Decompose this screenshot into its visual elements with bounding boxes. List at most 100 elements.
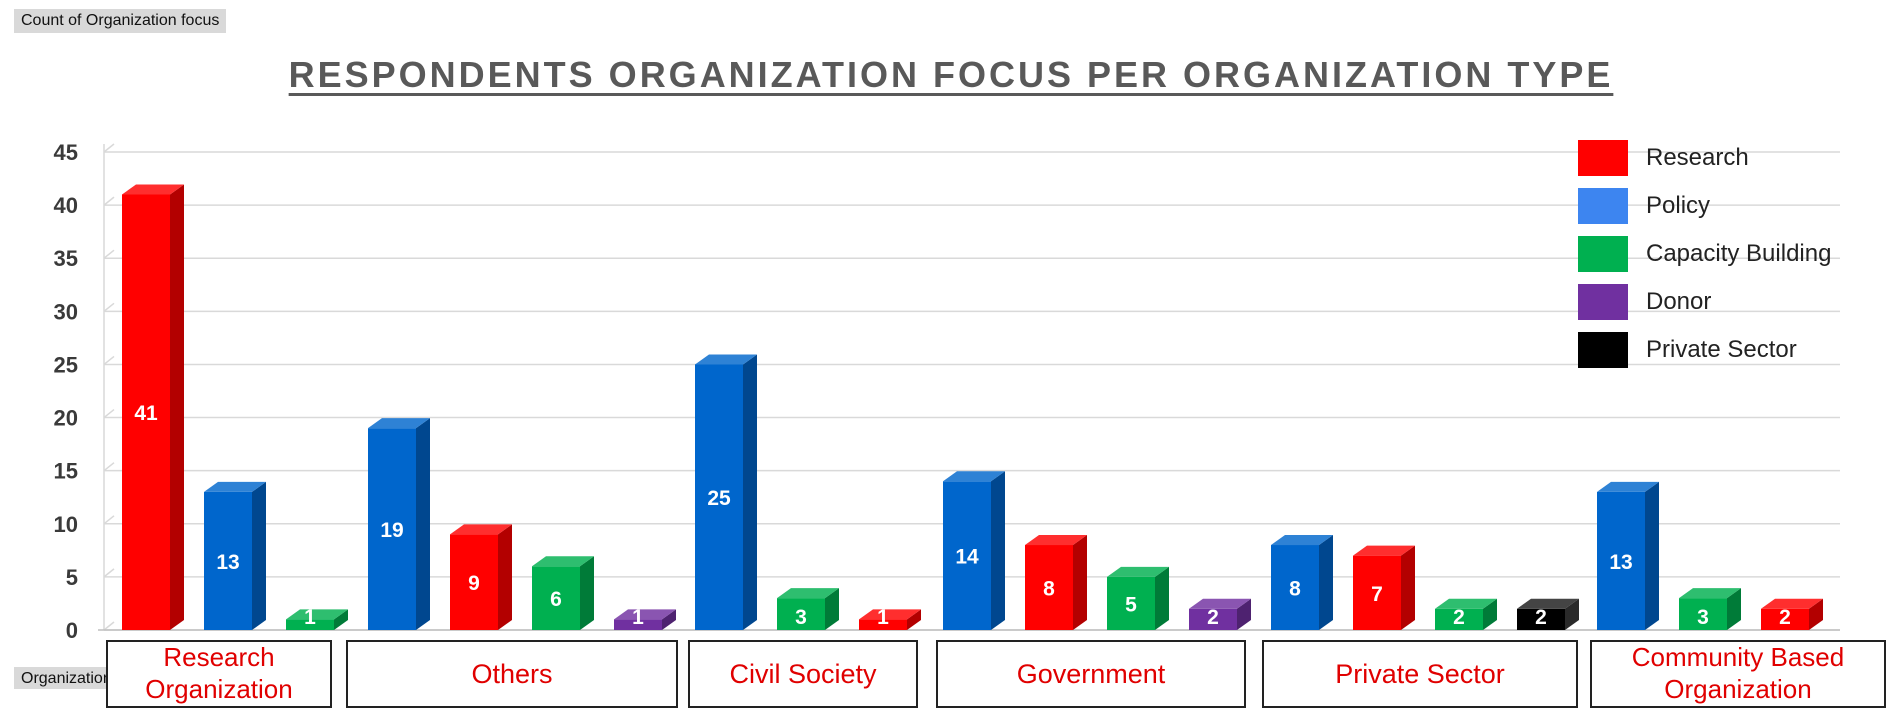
- data-label: 1: [632, 606, 644, 629]
- gridline-depth: [103, 462, 115, 472]
- bar-top: [1189, 598, 1251, 609]
- bar-top: [1597, 481, 1659, 492]
- y-tick-label: 15: [54, 459, 78, 484]
- legend-item: Private Sector: [1578, 326, 1831, 374]
- bar-side: [991, 471, 1005, 630]
- bar-front: [777, 598, 825, 630]
- legend-swatch: [1578, 140, 1628, 176]
- bar-side: [170, 184, 184, 630]
- gridline-depth: [103, 249, 115, 259]
- bar-side: [416, 418, 430, 630]
- bar-side: [1319, 535, 1333, 630]
- data-label: 25: [707, 487, 731, 510]
- data-label: 2: [1535, 606, 1547, 629]
- bar-side: [1565, 598, 1579, 630]
- category-label: Government: [936, 640, 1246, 708]
- bar-side: [1401, 545, 1415, 630]
- gridline-depth: [103, 355, 115, 366]
- bar-top: [614, 609, 676, 620]
- bar-top: [943, 471, 1005, 482]
- bar-top: [777, 588, 839, 599]
- bar-front: [286, 619, 334, 630]
- bar-side: [1645, 481, 1659, 630]
- bar-top: [368, 418, 430, 429]
- bar-side: [662, 609, 676, 630]
- bar-top: [1025, 535, 1087, 546]
- bar-top: [859, 609, 921, 620]
- data-label: 1: [304, 606, 316, 629]
- bar-group: 13 3 2: [1597, 481, 1823, 630]
- bar-front: [1435, 608, 1483, 630]
- bar-front: [859, 619, 907, 630]
- bar-top: [532, 556, 594, 567]
- legend-label: Private Sector: [1646, 336, 1797, 363]
- legend-swatch: [1578, 236, 1628, 272]
- data-label: 14: [955, 546, 979, 569]
- category-label: Community Based Organization: [1590, 640, 1886, 708]
- bar-top: [204, 481, 266, 492]
- bar-front: [1761, 608, 1809, 630]
- bar-front: [122, 194, 170, 630]
- gridline-depth: [103, 196, 115, 206]
- bar-group: 41 13 1: [122, 184, 348, 630]
- bar-group: 8 7 2 2: [1271, 535, 1579, 630]
- y-tick-label: 30: [54, 299, 78, 324]
- bar-group: 25 3 1: [695, 354, 921, 630]
- bar-top: [286, 609, 348, 620]
- data-label: 3: [795, 606, 807, 629]
- pivot-value-field-button[interactable]: Count of Organization focus: [14, 9, 227, 33]
- bar-front: [1597, 491, 1645, 630]
- bar-side: [334, 609, 348, 630]
- chart-legend: Research Policy Capacity Building Donor Priv…: [1578, 134, 1831, 374]
- legend-label: Policy: [1646, 192, 1711, 219]
- data-label: 8: [1289, 578, 1301, 601]
- y-tick-label: 0: [66, 618, 78, 643]
- data-label: 5: [1125, 593, 1137, 616]
- gridline-depth: [103, 621, 115, 631]
- bar-front: [1353, 555, 1401, 630]
- bar-group: 19 9 6 1: [368, 418, 676, 630]
- bar-front: [204, 491, 252, 630]
- bar-top: [1761, 598, 1823, 609]
- gridline-depth: [103, 408, 115, 419]
- data-label: 13: [1609, 551, 1632, 574]
- bar-top: [695, 354, 757, 365]
- bar-side: [1237, 598, 1251, 630]
- bar-side: [1483, 598, 1497, 630]
- bar-top: [1353, 545, 1415, 556]
- legend-item: Capacity Building: [1578, 230, 1831, 278]
- legend-label: Donor: [1646, 288, 1712, 315]
- bar-front: [695, 364, 743, 630]
- bar-side: [252, 481, 266, 630]
- bar-side: [498, 524, 512, 630]
- bar-top: [1107, 566, 1169, 577]
- bar-front: [614, 619, 662, 630]
- bar-front: [1517, 608, 1565, 630]
- bar-front: [1107, 576, 1155, 630]
- y-tick-label: 5: [66, 565, 78, 590]
- legend-swatch: [1578, 188, 1628, 224]
- data-label: 6: [550, 588, 562, 611]
- bar-front: [1679, 598, 1727, 630]
- data-label: 8: [1043, 578, 1055, 601]
- y-tick-label: 20: [54, 406, 78, 431]
- legend-item: Research: [1578, 134, 1831, 182]
- data-label: 19: [380, 519, 403, 542]
- bar-top: [1271, 535, 1333, 546]
- legend-item: Donor: [1578, 278, 1831, 326]
- legend-item: Policy: [1578, 182, 1831, 230]
- bar-side: [580, 556, 594, 630]
- category-label: Private Sector: [1262, 640, 1578, 708]
- data-label: 1: [877, 606, 889, 629]
- data-label: 2: [1453, 606, 1465, 629]
- bar-top: [122, 184, 184, 195]
- category-label: Others: [346, 640, 678, 708]
- bar-side: [825, 588, 839, 630]
- bar-side: [907, 609, 921, 630]
- data-label: 9: [468, 572, 480, 595]
- bar-side: [1155, 566, 1169, 630]
- bar-front: [1025, 545, 1073, 630]
- gridline-depth: [103, 302, 115, 312]
- legend-label: Research: [1646, 144, 1749, 171]
- bar-front: [368, 428, 416, 630]
